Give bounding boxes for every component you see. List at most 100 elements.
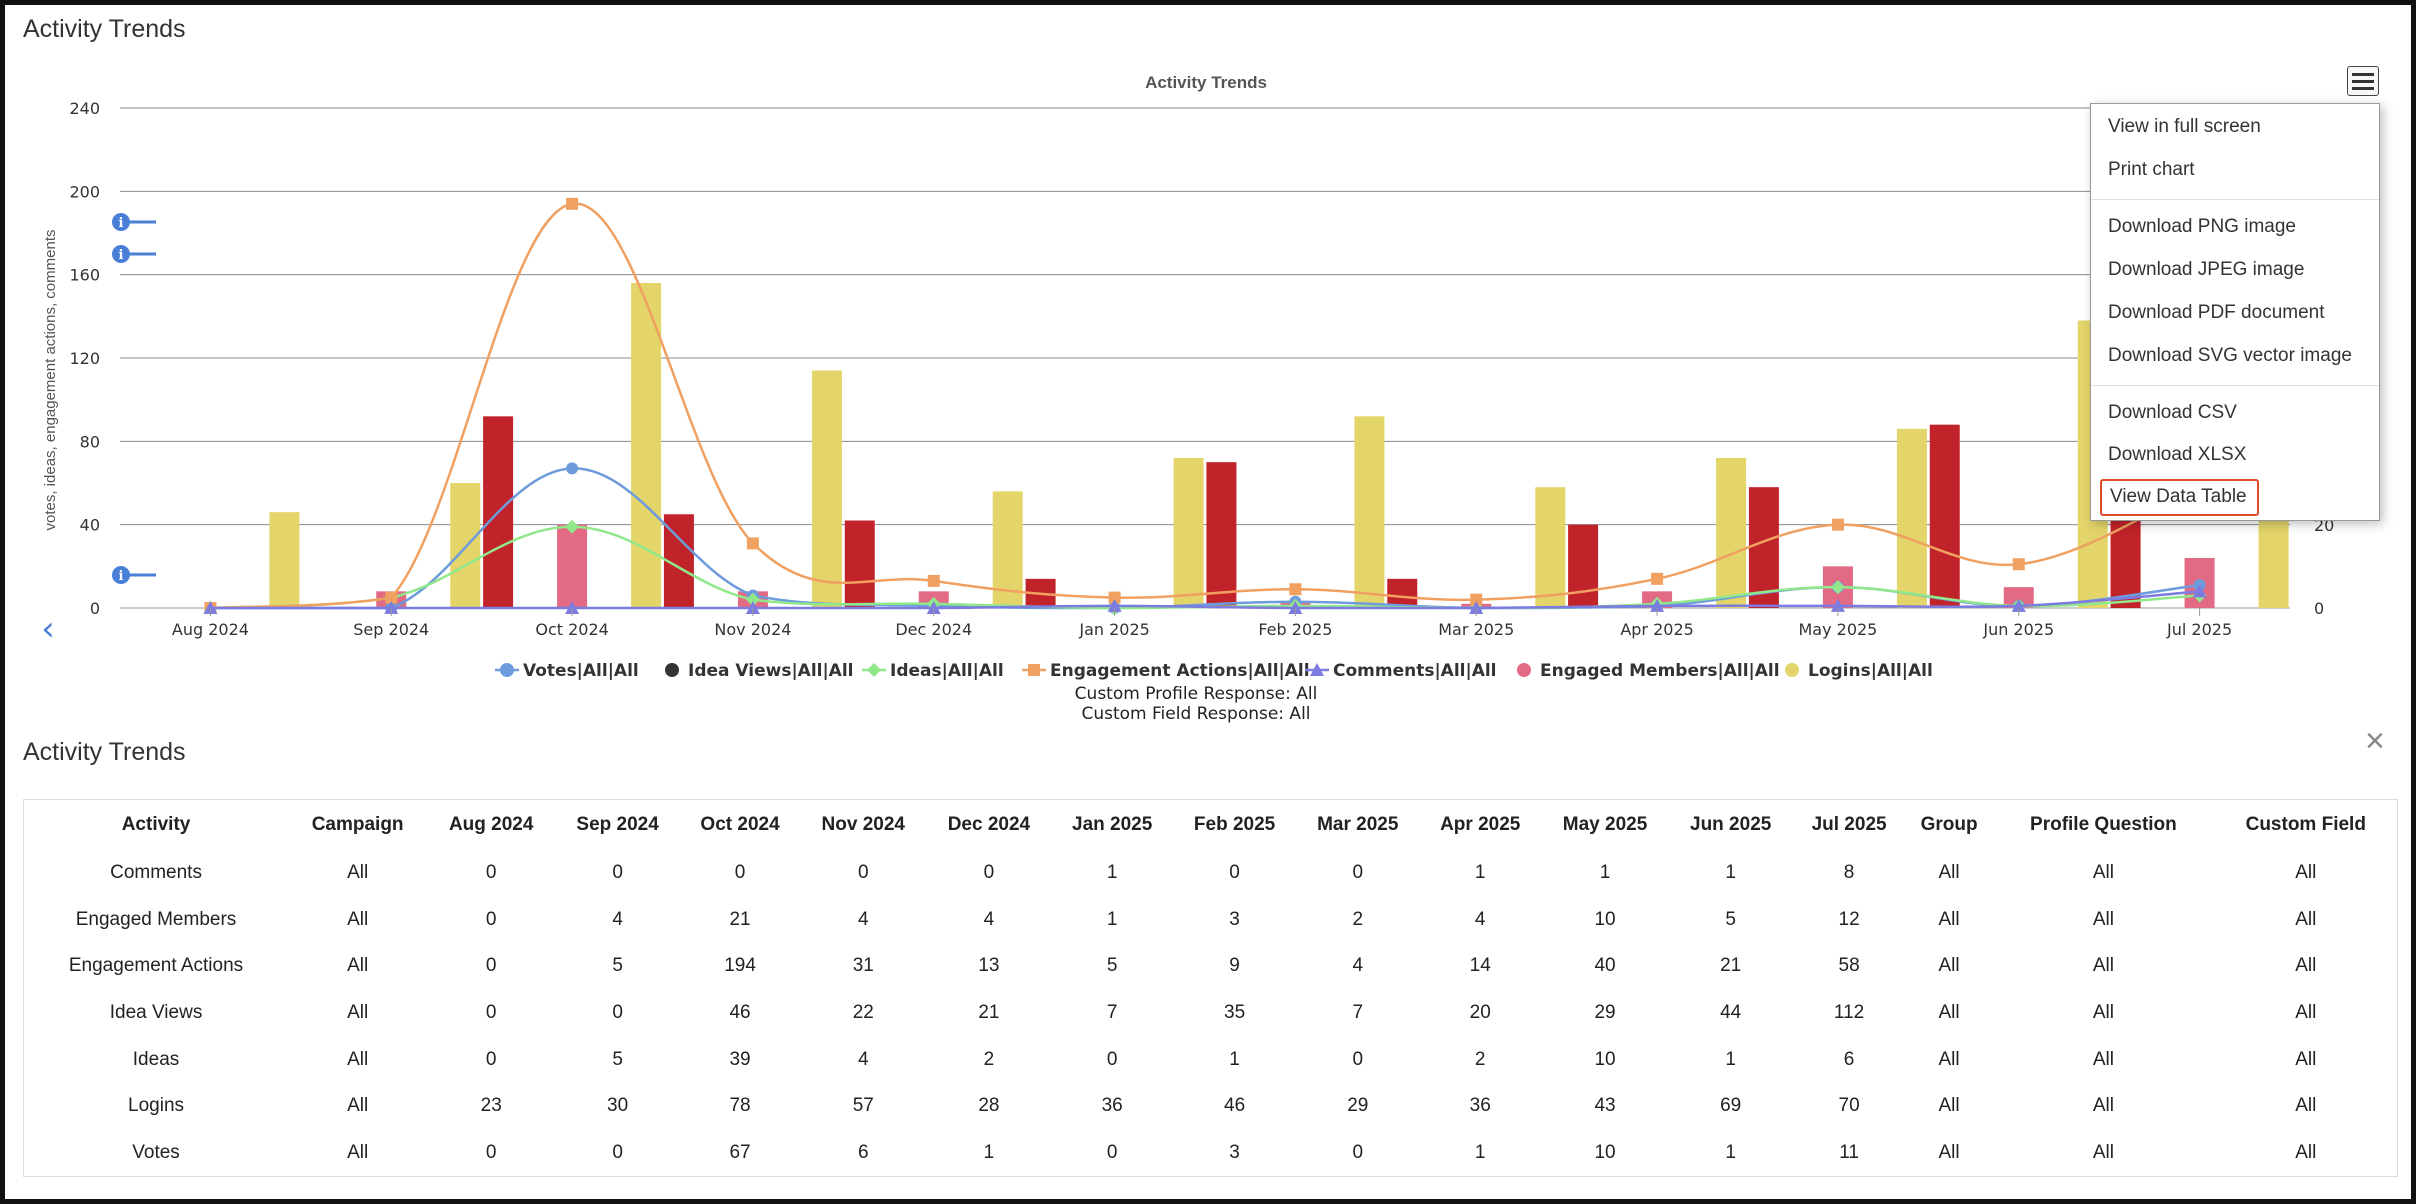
y-tick-label: 80 [80, 432, 100, 451]
svg-text:i: i [119, 216, 124, 231]
annotation-info-icon[interactable]: i [112, 213, 156, 231]
menu-item-print-chart[interactable]: Print chart [2108, 159, 2195, 180]
bar [1896, 428, 1927, 608]
table-cell: 23 [480, 1095, 502, 1117]
data-point [745, 592, 760, 607]
x-tick-label: Jan 2025 [1078, 620, 1149, 639]
menu-item-download-png[interactable]: Download PNG image [2108, 216, 2296, 237]
table-cell: 1 [1106, 862, 1118, 884]
table-cell: 10 [1594, 1048, 1616, 1070]
table-cell: 0 [983, 862, 995, 884]
legend-item[interactable]: Engagement Actions|All|All [1022, 661, 1310, 681]
column-header: Activity [121, 814, 191, 835]
legend-item[interactable]: Engaged Members|All|All [1517, 661, 1780, 681]
legend-item[interactable]: Ideas|All|All [862, 661, 1004, 681]
table-cell: 30 [607, 1095, 629, 1117]
y-tick-label: 0 [90, 599, 100, 618]
table-cell: All [1938, 1048, 1960, 1070]
bar [450, 483, 481, 608]
secondary-y-axis: 020 [2314, 516, 2334, 618]
table-cell: All [2092, 1002, 2114, 1024]
legend-label: Comments|All|All [1333, 661, 1497, 681]
menu-item-download-pdf[interactable]: Download PDF document [2108, 302, 2325, 323]
data-point [745, 601, 760, 614]
table-cell: 0 [612, 1141, 623, 1163]
table-cell: 21 [1720, 955, 1742, 977]
x-tick-label: Mar 2025 [1438, 620, 1514, 639]
legend-item[interactable]: Logins|All|All [1785, 661, 1933, 681]
table-cell: 39 [729, 1048, 751, 1070]
legend-symbol [665, 663, 679, 677]
line-series [203, 197, 2207, 615]
bar [1748, 487, 1779, 608]
data-point [2011, 598, 2026, 612]
y-tick-label: 200 [69, 182, 100, 201]
column-header: Jul 2025 [1811, 814, 1887, 835]
bar [269, 512, 300, 608]
table-cell: 11 [1839, 1141, 1859, 1163]
table-cell: 69 [1720, 1095, 1742, 1117]
table-cell: 2 [1474, 1048, 1486, 1070]
table-row: Engagement Actions All 0 5 194 31 13 5 9 4 14 40 21 5… [24, 943, 2397, 990]
legend-item[interactable]: Comments|All|All [1305, 661, 1497, 681]
table-cell: All [2295, 908, 2317, 930]
table-cell: 8 [1843, 862, 1855, 884]
menu-item-download-csv[interactable]: Download CSV [2108, 402, 2237, 423]
bar [557, 524, 588, 608]
table-cell: 0 [734, 862, 746, 884]
table-cell: 36 [1101, 1095, 1123, 1117]
chart-context-menu-button[interactable] [2347, 66, 2379, 96]
scroll-left-chevron-icon[interactable]: ‹ [41, 609, 55, 649]
table-cell: Engagement Actions [68, 955, 244, 977]
annotation-info-icon[interactable]: i [112, 566, 156, 584]
table-cell: 0 [857, 862, 869, 884]
column-header: Custom Field [2245, 814, 2366, 835]
bar [1716, 458, 1747, 608]
table-cell: 3 [1229, 1141, 1240, 1163]
table-cell: 3 [1229, 908, 1240, 930]
menu-divider [2091, 385, 2379, 386]
table-cell: All [1938, 862, 1960, 884]
table-cell: All [1938, 908, 1960, 930]
table-cell: 0 [485, 908, 497, 930]
legend-item[interactable]: Idea Views|All|All [665, 661, 854, 681]
menu-item-download-svg[interactable]: Download SVG vector image [2108, 345, 2352, 366]
table-cell: 57 [852, 1095, 874, 1117]
x-tick-label: Apr 2025 [1620, 620, 1693, 639]
table-cell: 112 [1833, 1002, 1865, 1024]
legend-label: Logins|All|All [1808, 661, 1933, 681]
menu-divider [2091, 199, 2379, 200]
table-cell: 1 [1725, 862, 1736, 884]
export-menu: View in full screen Print chart Download… [2090, 103, 2380, 521]
table-cell: 1 [1229, 1048, 1240, 1070]
column-header: Aug 2024 [448, 814, 534, 835]
x-tick-label: May 2025 [1798, 620, 1877, 639]
table-cell: 1 [1474, 1141, 1486, 1163]
data-point [1830, 580, 1845, 595]
data-point [384, 601, 399, 614]
close-icon[interactable]: × [2365, 722, 2385, 760]
menu-item-download-jpeg[interactable]: Download JPEG image [2108, 259, 2305, 280]
table-cell: 10 [1594, 1141, 1616, 1163]
table-cell: 9 [1229, 955, 1240, 977]
bar [1387, 578, 1418, 608]
data-point [566, 197, 579, 210]
legend-item[interactable]: Votes|All|All [495, 661, 639, 681]
hamburger-icon-line [2352, 86, 2374, 90]
menu-item-view-full-screen[interactable]: View in full screen [2108, 116, 2261, 137]
bar [844, 520, 875, 608]
table-cell: 5 [612, 955, 623, 977]
table-cell: 1 [1106, 908, 1118, 930]
svg-text:i: i [119, 248, 124, 263]
menu-item-download-xlsx[interactable]: Download XLSX [2108, 444, 2247, 465]
menu-item-view-data-table[interactable]: View Data Table [2100, 479, 2259, 516]
x-tick-label: Jun 2025 [1982, 620, 2054, 639]
table-cell: 31 [852, 955, 874, 977]
annotation-info-icon[interactable]: i [112, 245, 156, 263]
table-cell: 0 [485, 1141, 497, 1163]
table-cell: Comments [110, 862, 202, 884]
table-cell: 0 [1106, 1141, 1118, 1163]
table-row: Ideas All 0 5 39 4 2 0 1 0 2 10 1 6 All All All [24, 1036, 2397, 1083]
column-header: Profile Question [2030, 814, 2177, 835]
y-axis-title: votes, ideas, engagement actions, commen… [42, 230, 59, 531]
